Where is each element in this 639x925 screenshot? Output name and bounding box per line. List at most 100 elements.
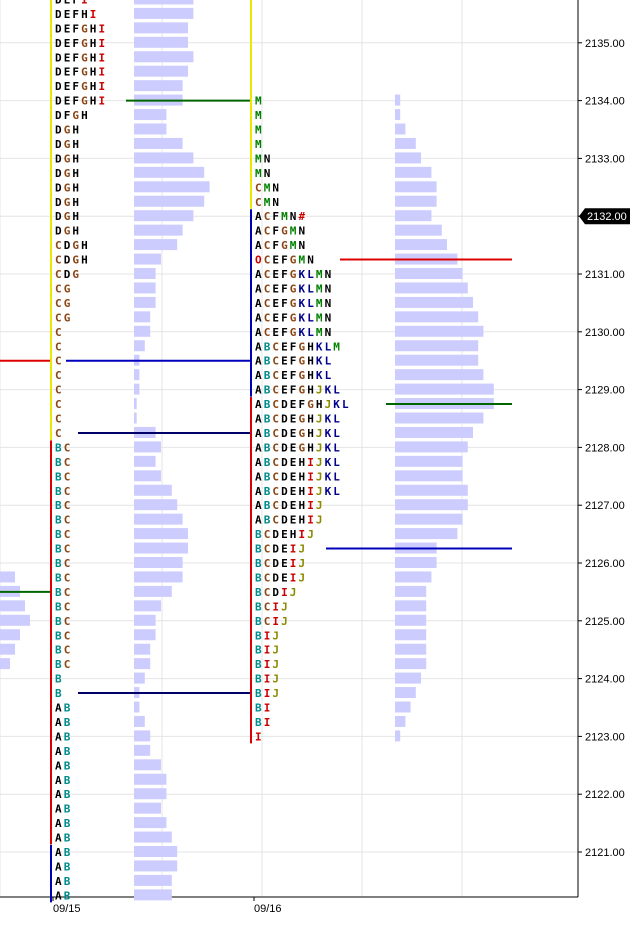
tpo-letter: H [90, 22, 97, 35]
tpo-letter: F [72, 80, 79, 93]
tpo-letter: G [299, 355, 306, 368]
price-axis[interactable]: 2121.00 2122.00 2123.00 2124.00 2125.00 2126.… [578, 38, 630, 859]
tpo-letter: L [307, 326, 314, 339]
tpo-letter: B [255, 687, 262, 700]
histogram-bar-0916 [395, 571, 432, 583]
tpo-letter: C [272, 355, 279, 368]
tpo-letter: I [264, 702, 271, 715]
tpo-letter: N [325, 326, 332, 339]
tpo-letter: E [272, 268, 279, 281]
tpo-letter: I [290, 557, 297, 570]
histogram-bar-0915 [134, 253, 161, 265]
tpo-letter: D [55, 66, 62, 79]
tpo-letter: J [316, 470, 323, 483]
tpo-letter: K [299, 311, 306, 324]
histogram-bar-0916 [395, 282, 468, 294]
tpo-letter: K [325, 413, 332, 426]
tpo-letter: F [272, 239, 279, 252]
tpo-letter: B [64, 774, 71, 787]
histogram-bar-0916 [395, 239, 447, 251]
tpo-letter: A [55, 759, 62, 772]
tpo-letter: F [72, 37, 79, 50]
histogram-bar-0916 [395, 629, 427, 641]
tpo-letter: D [281, 456, 288, 469]
histogram-bar-0916 [395, 210, 432, 222]
histogram-bar-0916 [395, 455, 463, 467]
histogram-bar-0915 [134, 239, 178, 251]
histogram-bar-0915 [134, 109, 167, 121]
histogram-bar-0915 [134, 730, 151, 742]
tpo-letter: H [90, 95, 97, 108]
tpo-letter: N [299, 225, 306, 238]
tpo-letter: N [264, 152, 271, 165]
tpo-letter: B [264, 427, 271, 440]
tpo-letter: J [316, 384, 323, 397]
tpo-letter: K [299, 268, 306, 281]
tpo-letter: E [272, 311, 279, 324]
tpo-letter: N [299, 239, 306, 252]
tpo-letter: C [64, 514, 71, 527]
tpo-letter: B [255, 658, 262, 671]
tpo-letter: C [55, 398, 62, 411]
tpo-letter: C [272, 340, 279, 353]
histogram-bar-0915 [134, 513, 183, 525]
tpo-letter: E [290, 485, 297, 498]
tpo-letter: K [299, 297, 306, 310]
tpo-letter: B [255, 600, 262, 613]
histogram-bar-0915 [134, 629, 156, 641]
histogram-bar-0916 [395, 585, 427, 597]
price-tick-label: 2131.00 [585, 269, 625, 281]
tpo-letter: C [264, 557, 271, 570]
tpo-letter: A [255, 340, 262, 353]
tpo-letter: I [307, 456, 314, 469]
histogram-bar-0915 [134, 224, 183, 236]
tpo-letter: F [290, 384, 297, 397]
histogram-bar-0915 [134, 802, 161, 814]
tpo-letter: D [272, 571, 279, 584]
tpo-letter: I [99, 95, 106, 108]
tpo-letter: D [55, 8, 62, 21]
tpo-letter: C [272, 514, 279, 527]
tpo-letter: C [264, 615, 271, 628]
tpo-letter: E [290, 413, 297, 426]
tpo-letter: F [64, 109, 71, 122]
tpo-letter: D [64, 268, 71, 281]
tpo-letter: E [290, 470, 297, 483]
histogram-bar-0916 [395, 152, 421, 164]
tpo-letter: A [255, 456, 262, 469]
histogram-bar-0915 [134, 296, 156, 308]
tpo-letter: M [255, 95, 262, 108]
tpo-letters: DEFIDEFHIDEFGHIDEFGHIDEFGHIDEFGHIDEFGHID… [55, 0, 349, 902]
tpo-letter: K [325, 441, 332, 454]
tpo-letter: C [64, 485, 71, 498]
tpo-letter: M [316, 326, 323, 339]
tpo-letter: G [290, 282, 297, 295]
histogram-bar-0915 [134, 614, 156, 626]
tpo-letter: F [290, 355, 297, 368]
tpo-letter: B [55, 543, 62, 556]
tpo-letter: B [55, 687, 62, 700]
tpo-letter: D [55, 124, 62, 137]
tpo-letter: G [81, 37, 88, 50]
tpo-letter: H [72, 210, 79, 223]
tpo-letter: A [55, 730, 62, 743]
tpo-letter: A [255, 384, 262, 397]
tpo-letter: E [281, 384, 288, 397]
histogram-bar-0915 [134, 383, 140, 395]
tpo-letter: N [325, 311, 332, 324]
histogram-bar-0915 [134, 701, 140, 713]
tpo-letter: F [272, 210, 279, 223]
tpo-letter: L [333, 485, 340, 498]
tpo-letter: M [290, 225, 297, 238]
date-axis: 09/15 09/16 [52, 897, 282, 915]
tpo-letter: C [55, 239, 62, 252]
tpo-letter: B [264, 398, 271, 411]
tpo-letter: B [64, 846, 71, 859]
tpo-letter: M [316, 268, 323, 281]
tpo-letter: D [55, 109, 62, 122]
tpo-letter: M [264, 196, 271, 209]
tpo-letter: L [333, 427, 340, 440]
tpo-letter: C [55, 340, 62, 353]
tpo-letter: D [55, 51, 62, 64]
tpo-letter: M [255, 167, 262, 180]
